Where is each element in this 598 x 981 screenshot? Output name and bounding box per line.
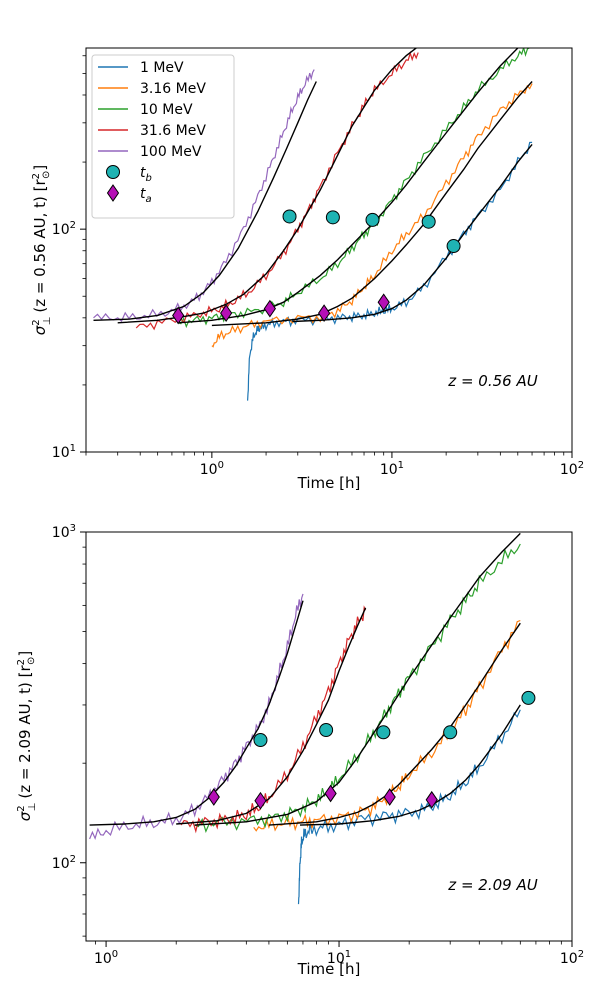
ta-marker xyxy=(377,293,390,312)
y-tick-label: 103 xyxy=(52,523,76,541)
tb-marker xyxy=(521,690,536,705)
fit-line xyxy=(117,48,418,324)
tb-marker xyxy=(421,214,436,229)
x-tick-label: 100 xyxy=(94,949,118,967)
tb-marker xyxy=(325,210,340,225)
x-axis-label: Time [h] xyxy=(297,960,361,977)
legend-label: ta xyxy=(140,186,152,205)
series-line-100-mev xyxy=(89,593,304,841)
series-line-100-mev xyxy=(93,69,315,323)
fit-line xyxy=(211,81,533,327)
legend-label: 1 MeV xyxy=(140,60,184,76)
ta-marker xyxy=(207,788,220,806)
legend: 1 MeV 3.16 MeV 10 MeV 31.6 MeV 100 MeV tb ta xyxy=(91,54,235,219)
ta-marker xyxy=(425,790,438,809)
fit-line xyxy=(194,532,521,826)
x-axis-ticks: 100 101 102 xyxy=(94,941,584,967)
ta-marker xyxy=(172,306,185,325)
y-tick-label: 102 xyxy=(52,220,76,238)
tb-marker xyxy=(446,239,461,254)
panel-annotation: z = 2.09 AU xyxy=(447,876,537,894)
tb-marker xyxy=(282,209,297,224)
plot-frame xyxy=(85,47,573,453)
x-tick-label: 102 xyxy=(560,460,584,478)
y-tick-label: 101 xyxy=(52,443,76,461)
marker-group xyxy=(172,209,461,325)
legend-label: tb xyxy=(140,165,152,184)
x-tick-label: 102 xyxy=(560,949,584,967)
fit-group xyxy=(93,48,533,327)
y-axis-label: σ2⊥(z = 0.56 AU, t) [r2⊙] xyxy=(31,165,53,336)
legend-swatch xyxy=(106,184,120,202)
tb-marker xyxy=(365,212,380,227)
ta-marker xyxy=(263,299,276,318)
x-axis-ticks: 100 101 102 xyxy=(85,452,584,478)
ta-marker xyxy=(383,788,396,806)
fit-line xyxy=(268,622,521,826)
series-group xyxy=(93,48,533,401)
legend-label: 100 MeV xyxy=(140,144,202,160)
series-line-1-mev xyxy=(247,141,533,401)
ta-marker xyxy=(317,304,331,322)
x-tick-label: 100 xyxy=(200,460,224,478)
legend-box xyxy=(91,54,235,219)
y-tick-label: 102 xyxy=(52,854,76,872)
fit-group xyxy=(89,532,521,826)
plot-frame xyxy=(85,531,573,942)
series-line-31-6-mev xyxy=(135,50,419,331)
tb-marker xyxy=(253,733,268,748)
legend-label: 31.6 MeV xyxy=(140,123,206,139)
fit-line xyxy=(93,81,317,321)
legend-label: 10 MeV xyxy=(140,102,193,118)
chart-panel-bottom: 100 101 102 102 103 Time [h] σ2⊥(z = 2.09 A… xyxy=(16,523,584,978)
tb-marker xyxy=(376,725,391,740)
ta-marker xyxy=(324,784,337,803)
legend-label: 3.16 MeV xyxy=(140,81,206,97)
x-tick-label: 101 xyxy=(380,460,404,478)
series-line-3-16-mev xyxy=(253,619,521,832)
ta-marker xyxy=(220,304,233,322)
x-axis-label: Time [h] xyxy=(297,474,361,492)
fit-line xyxy=(89,600,304,826)
y-axis-ticks: 102 103 xyxy=(52,523,86,937)
tb-marker xyxy=(443,725,458,740)
tb-marker xyxy=(319,722,334,737)
series-line-1-mev xyxy=(297,709,521,905)
legend-swatch xyxy=(106,165,120,179)
marker-group xyxy=(207,690,536,810)
fit-line xyxy=(176,607,367,825)
x-tick-label: 101 xyxy=(327,949,351,967)
ta-marker xyxy=(254,791,267,810)
fit-line xyxy=(292,143,533,323)
y-axis-label: σ2⊥(z = 2.09 AU, t) [r2⊙] xyxy=(16,651,38,822)
fit-line xyxy=(299,704,521,826)
series-group xyxy=(89,543,521,905)
y-axis-ticks: 101 102 xyxy=(52,55,86,461)
chart-panel-top: 100 101 102 101 102 Time [h] σ2⊥(z = 0.56 A… xyxy=(31,47,584,492)
panel-annotation: z = 0.56 AU xyxy=(447,372,537,390)
